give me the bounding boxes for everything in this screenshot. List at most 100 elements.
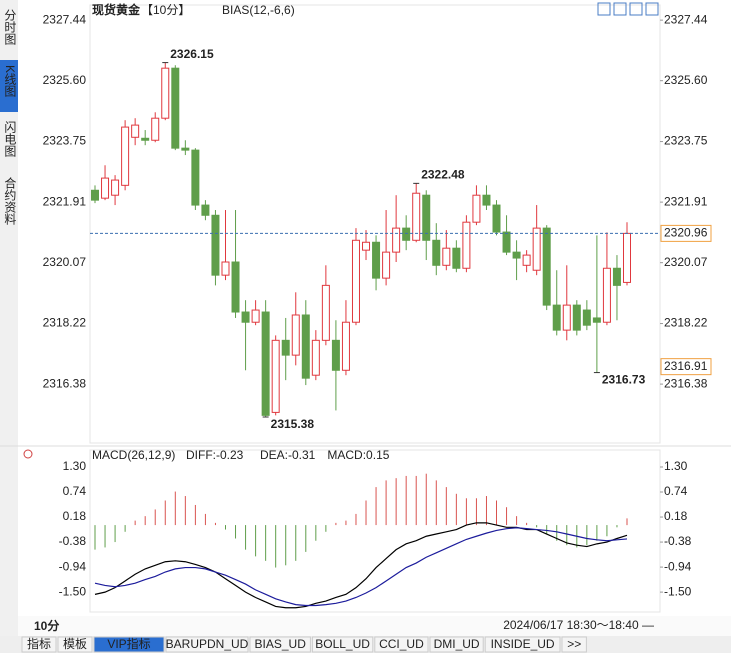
bottom-tab[interactable]: VIP指标	[107, 636, 150, 651]
side-tab[interactable]: 闪电图	[3, 121, 17, 157]
y-tick-label: 2327.44	[43, 12, 87, 26]
candle-body	[201, 204, 210, 216]
y2-tick-label: 0.74	[664, 484, 688, 498]
y2-tick-label: 2327.44	[664, 12, 708, 26]
side-tab[interactable]: 分时图	[3, 9, 17, 45]
y2-tick-label: 2321.91	[664, 194, 708, 208]
macd-title: MACD(26,12,9)	[92, 448, 175, 462]
y-tick-label: 0.18	[63, 509, 87, 523]
side-bar	[0, 0, 18, 653]
bottom-tab[interactable]: >>	[567, 637, 581, 651]
side-tab[interactable]: 合约资料	[3, 176, 17, 225]
candle-body	[211, 214, 220, 276]
y2-tick-label: 2318.22	[664, 316, 708, 330]
y-tick-label: 0.74	[63, 484, 87, 498]
bottom-tab[interactable]: BOLL_UD	[315, 637, 370, 651]
status-bar	[18, 616, 731, 636]
y-tick-label: 2323.75	[43, 134, 87, 148]
legend-entry: MACD:0.15	[327, 448, 389, 462]
candle-body	[552, 304, 561, 331]
icon[interactable]	[629, 2, 643, 16]
y-tick-label: 2321.91	[43, 194, 87, 208]
candle-body	[532, 227, 541, 271]
candle-body	[231, 261, 240, 313]
candle-body	[412, 192, 421, 241]
candle-body	[121, 126, 130, 186]
legend-entry: DEA:-0.31	[260, 448, 316, 462]
candle-body	[592, 317, 601, 323]
candle-body	[382, 251, 391, 279]
bottom-tab-bg[interactable]	[165, 636, 249, 653]
bottom-tab-bg[interactable]	[429, 636, 484, 653]
candle-body	[111, 179, 120, 196]
candle-body	[582, 309, 591, 326]
price-panel	[89, 4, 661, 444]
candle-body	[241, 311, 250, 323]
candle-body	[221, 261, 230, 276]
y-tick-label: 2325.60	[43, 73, 87, 87]
candle-body	[502, 231, 511, 253]
y2-tick-label: 2323.75	[664, 134, 708, 148]
y2-tick-label: -0.38	[664, 534, 692, 548]
candle-body	[331, 339, 340, 371]
icon[interactable]	[645, 2, 659, 16]
bottom-tab-bg[interactable]	[93, 636, 165, 653]
candle-body	[291, 314, 300, 356]
bottom-tab-bg[interactable]	[57, 636, 93, 653]
candle-body	[161, 67, 170, 119]
bottom-tab-bg[interactable]	[311, 636, 374, 653]
macd-panel	[89, 449, 661, 613]
candle-body	[101, 177, 110, 199]
candle-body	[311, 339, 320, 376]
legend-entry: DIFF:-0.23	[186, 448, 244, 462]
y2-tick-label: -1.50	[664, 584, 692, 598]
marker-price-label: 2316.91	[664, 359, 708, 373]
bottom-tab[interactable]: 模板	[63, 637, 87, 651]
bottom-tab-bg[interactable]	[374, 636, 429, 653]
candle-body	[351, 239, 360, 323]
candle-body	[492, 204, 501, 233]
candle-body	[362, 241, 371, 251]
candle-body	[522, 254, 531, 266]
bottom-tab[interactable]: CCI_UD	[379, 637, 424, 651]
bottom-tab[interactable]: BARUPDN_UD	[166, 637, 249, 651]
bottom-tab-bg[interactable]	[21, 636, 57, 653]
candle-body	[301, 314, 310, 379]
y2-tick-label: -0.94	[664, 559, 692, 573]
y2-tick-label: 1.30	[664, 459, 688, 473]
toolbar-icons[interactable]	[597, 2, 659, 16]
candle-body	[281, 339, 290, 356]
bottom-tab[interactable]: DMI_UD	[434, 637, 480, 651]
period-label[interactable]: 10分	[34, 618, 59, 633]
candle-body	[422, 194, 431, 241]
y2-tick-label: 2325.60	[664, 73, 708, 87]
low-label: 2315.38	[271, 417, 315, 431]
settings-icon[interactable]	[23, 449, 33, 459]
candle-body	[402, 227, 411, 241]
icon[interactable]	[613, 2, 627, 16]
side-tab[interactable]: K线图	[3, 65, 17, 97]
bottom-tab-bg[interactable]	[249, 636, 311, 653]
icon[interactable]	[597, 2, 611, 16]
candle-body	[181, 147, 190, 151]
bottom-tab[interactable]: INSIDE_UD	[491, 637, 555, 651]
y-tick-label: -0.94	[59, 559, 87, 573]
side-tab-active	[0, 60, 18, 112]
indicator: BIAS(12,-6,6)	[222, 3, 295, 17]
last-price-box	[660, 224, 712, 242]
candle-body	[91, 189, 99, 201]
candle-body	[562, 304, 571, 331]
bottom-tab[interactable]: 指标	[27, 636, 51, 651]
high-label: 2322.48	[421, 168, 465, 182]
candle-body	[442, 247, 451, 266]
candle-body	[482, 194, 491, 206]
y2-tick-label: 2320.07	[664, 255, 708, 269]
candle-body	[392, 227, 401, 253]
bottom-tab-bg[interactable]	[484, 636, 561, 653]
bottom-tab-bg[interactable]	[561, 636, 587, 653]
last-price-label: 2320.96	[664, 226, 708, 240]
bottom-tab[interactable]: BIAS_UD	[255, 637, 307, 651]
candle-body	[512, 251, 521, 259]
candle-body	[452, 247, 461, 269]
time-range: 2024/06/17 18:30～18:40 —	[503, 618, 654, 632]
